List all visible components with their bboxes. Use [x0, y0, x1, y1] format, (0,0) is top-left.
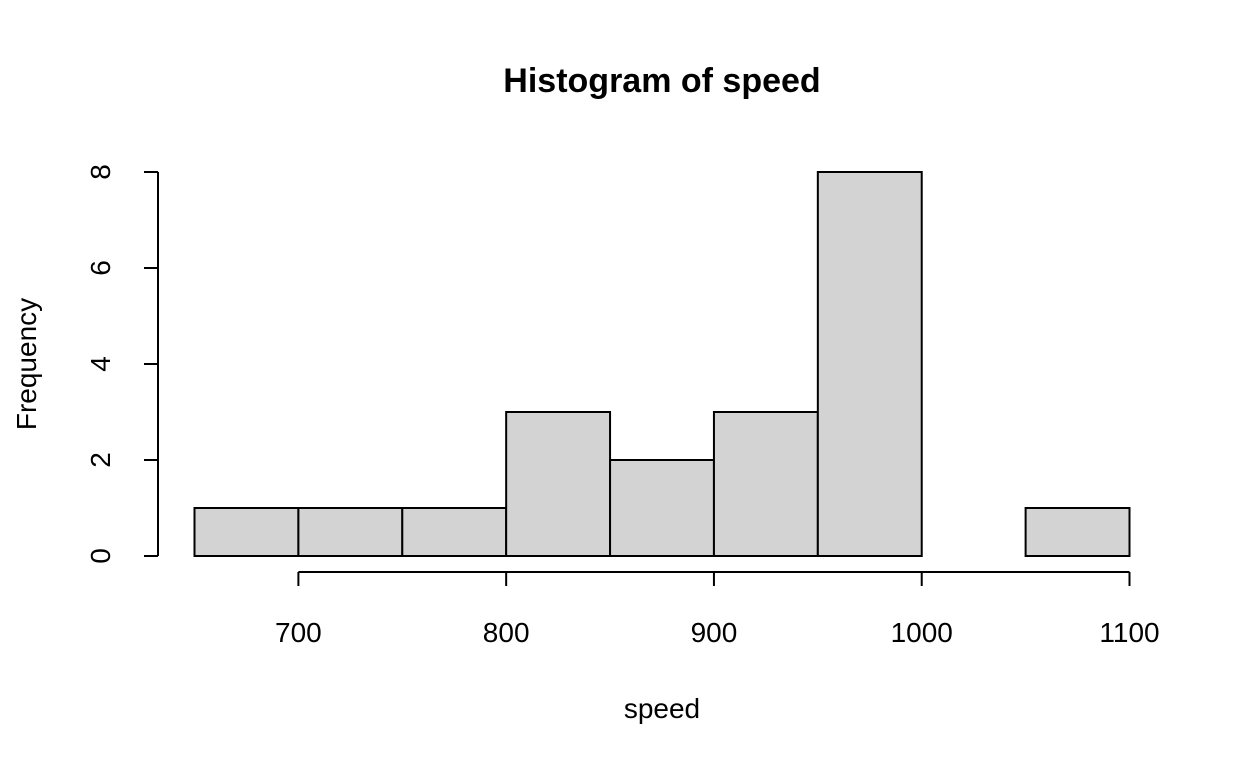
histogram-bar-750-800: [401, 507, 508, 557]
histogram-bar-1050-1100: [1024, 507, 1131, 557]
x-axis-label: speed: [624, 693, 700, 724]
histogram-bar-700-750: [297, 507, 404, 557]
x-axis: 700 800 900 1000 1100: [275, 571, 1160, 648]
y-axis: 0 2 4 6 8: [85, 164, 159, 564]
chart-title: Histogram of speed: [503, 62, 820, 100]
y-axis-label: Frequency: [11, 298, 42, 430]
y-tick-label-0: 0: [85, 548, 116, 564]
x-tick-label-800: 800: [483, 617, 530, 648]
y-tick-label-2: 2: [85, 452, 116, 468]
bars-group: [193, 171, 1131, 557]
histogram-bar-800-850: [505, 411, 612, 557]
y-tick-label-6: 6: [85, 260, 116, 276]
histogram-bar-900-950: [712, 411, 819, 557]
x-tick-label-1000: 1000: [891, 617, 953, 648]
x-tick-label-1100: 1100: [1099, 617, 1159, 648]
histogram-bar-850-900: [609, 459, 715, 557]
x-tick-label-700: 700: [275, 617, 322, 648]
histogram-bar-950-1000: [816, 171, 923, 557]
y-tick-label-8: 8: [85, 164, 116, 180]
y-tick-label-4: 4: [85, 356, 116, 372]
histogram-bar-650-700: [193, 507, 300, 557]
x-tick-label-900: 900: [691, 617, 738, 648]
